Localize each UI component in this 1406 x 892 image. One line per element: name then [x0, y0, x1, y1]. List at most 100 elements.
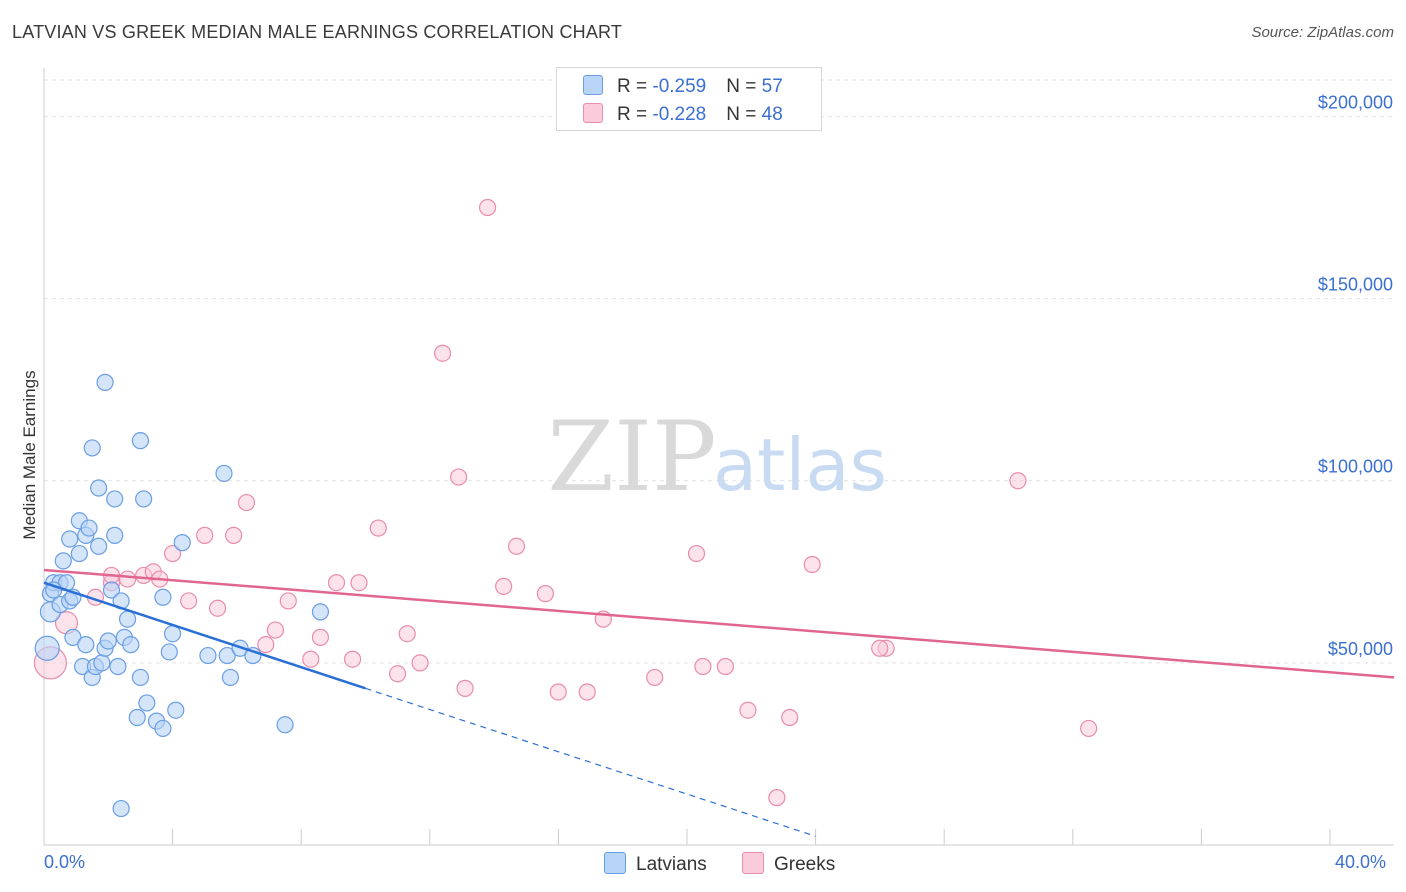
latvians-point — [90, 479, 108, 497]
latvians-point — [90, 537, 108, 555]
greeks-point — [1080, 719, 1098, 738]
legend-row-greeks: R = -0.228 N = 48 — [583, 103, 783, 126]
watermark: ZIP atlas — [547, 401, 887, 513]
greeks-point — [225, 526, 243, 544]
legend-n-value: 48 — [761, 104, 783, 125]
bottom-legend-greeks: Greeks — [742, 852, 835, 876]
latvians-point — [199, 646, 217, 665]
greeks-point — [450, 468, 468, 486]
greeks-point — [311, 628, 330, 646]
latvians-point — [54, 552, 72, 570]
greeks-point — [768, 789, 786, 807]
latvians-point — [160, 643, 178, 661]
latvians-point — [218, 646, 236, 665]
latvians-point — [122, 636, 140, 654]
latvians-point — [112, 799, 130, 818]
source-credit: Source: ZipAtlas.com — [1251, 24, 1394, 41]
gridlines — [44, 79, 1394, 664]
latvians-point — [106, 526, 124, 544]
latvians-point — [109, 657, 127, 676]
greeks-point — [237, 493, 256, 512]
x-tick-label-max: 40.0% — [1335, 852, 1387, 872]
x-tick-label-min: 0.0% — [44, 852, 86, 872]
greeks-swatch — [583, 103, 603, 123]
greeks-point — [118, 570, 137, 588]
latvians-point — [118, 610, 137, 628]
greeks-point — [495, 577, 513, 595]
greeks-point — [646, 668, 664, 687]
legend-r-label: R = — [617, 104, 653, 125]
greeks-point — [478, 198, 497, 217]
latvians-swatch — [604, 852, 626, 874]
latvians-trend-extension — [365, 687, 816, 837]
latvians-point — [70, 544, 88, 563]
greeks-point — [781, 708, 799, 727]
axes — [43, 68, 1394, 846]
latvians-point — [34, 635, 60, 661]
latvians-point — [276, 716, 294, 734]
y-tick-labels: $50,000 $100,000 $150,000 $200,000 — [1318, 92, 1393, 658]
legend-n-label: N = — [726, 76, 762, 97]
greeks-point — [871, 639, 889, 657]
greeks-point — [302, 650, 320, 668]
latvians-point — [138, 694, 156, 712]
latvians-point — [131, 668, 150, 687]
latvians-point — [154, 588, 172, 606]
greeks-point — [1009, 472, 1027, 490]
greeks-swatch — [742, 852, 764, 874]
latvians-point — [106, 490, 124, 508]
latvians-point — [77, 636, 95, 654]
greeks-point — [327, 574, 346, 592]
watermark-zip: ZIP — [547, 401, 716, 513]
latvians-point — [96, 373, 114, 391]
latvians-label: Latvians — [636, 854, 707, 875]
greeks-point — [266, 621, 285, 639]
greeks-point — [433, 344, 452, 362]
greeks-point — [411, 654, 429, 672]
greeks-point — [536, 585, 555, 603]
legend-r-value: -0.228 — [652, 104, 707, 125]
latvians-point — [167, 701, 185, 719]
greeks-point — [716, 657, 735, 676]
greeks-point — [180, 592, 198, 610]
legend-n-value: 57 — [761, 76, 783, 97]
greeks-trend-line — [43, 568, 1395, 679]
latvians-point — [173, 534, 191, 552]
latvians-point — [99, 632, 117, 650]
chart-title: LATVIAN VS GREEK MEDIAN MALE EARNINGS CO… — [12, 22, 623, 42]
greeks-point — [456, 679, 474, 697]
greeks-point — [578, 683, 596, 701]
trend-lines — [43, 568, 1395, 837]
latvians-point — [128, 708, 146, 727]
greeks-point — [350, 574, 368, 592]
greeks-point — [694, 657, 712, 676]
y-tick-label: $100,000 — [1318, 457, 1393, 477]
latvians-point — [80, 519, 98, 537]
watermark-atlas: atlas — [713, 423, 887, 507]
greeks-point — [388, 665, 407, 683]
latvians-swatch — [583, 75, 603, 95]
greeks-points — [33, 198, 1098, 807]
latvians-point — [93, 654, 111, 672]
latvians-point — [131, 432, 150, 450]
latvians-point — [135, 490, 153, 508]
latvians-point — [221, 668, 240, 687]
bottom-legend-latvians: Latvians — [604, 852, 707, 876]
greeks-point — [369, 519, 387, 537]
greeks-point — [196, 526, 214, 544]
y-tick-label: $200,000 — [1318, 92, 1393, 112]
latvians-point — [64, 628, 82, 646]
legend-r-label: R = — [617, 76, 653, 97]
latvians-point — [102, 581, 121, 599]
greeks-point — [687, 544, 706, 563]
y-tick-label: $150,000 — [1318, 275, 1393, 295]
greeks-point — [739, 701, 757, 719]
greeks-label: Greeks — [774, 854, 836, 875]
latvians-point — [154, 719, 172, 738]
latvians-trend-line — [43, 581, 366, 690]
greeks-point — [163, 544, 182, 563]
legend-n-label: N = — [726, 104, 762, 125]
greeks-point — [343, 650, 362, 668]
latvians-point — [61, 530, 79, 548]
